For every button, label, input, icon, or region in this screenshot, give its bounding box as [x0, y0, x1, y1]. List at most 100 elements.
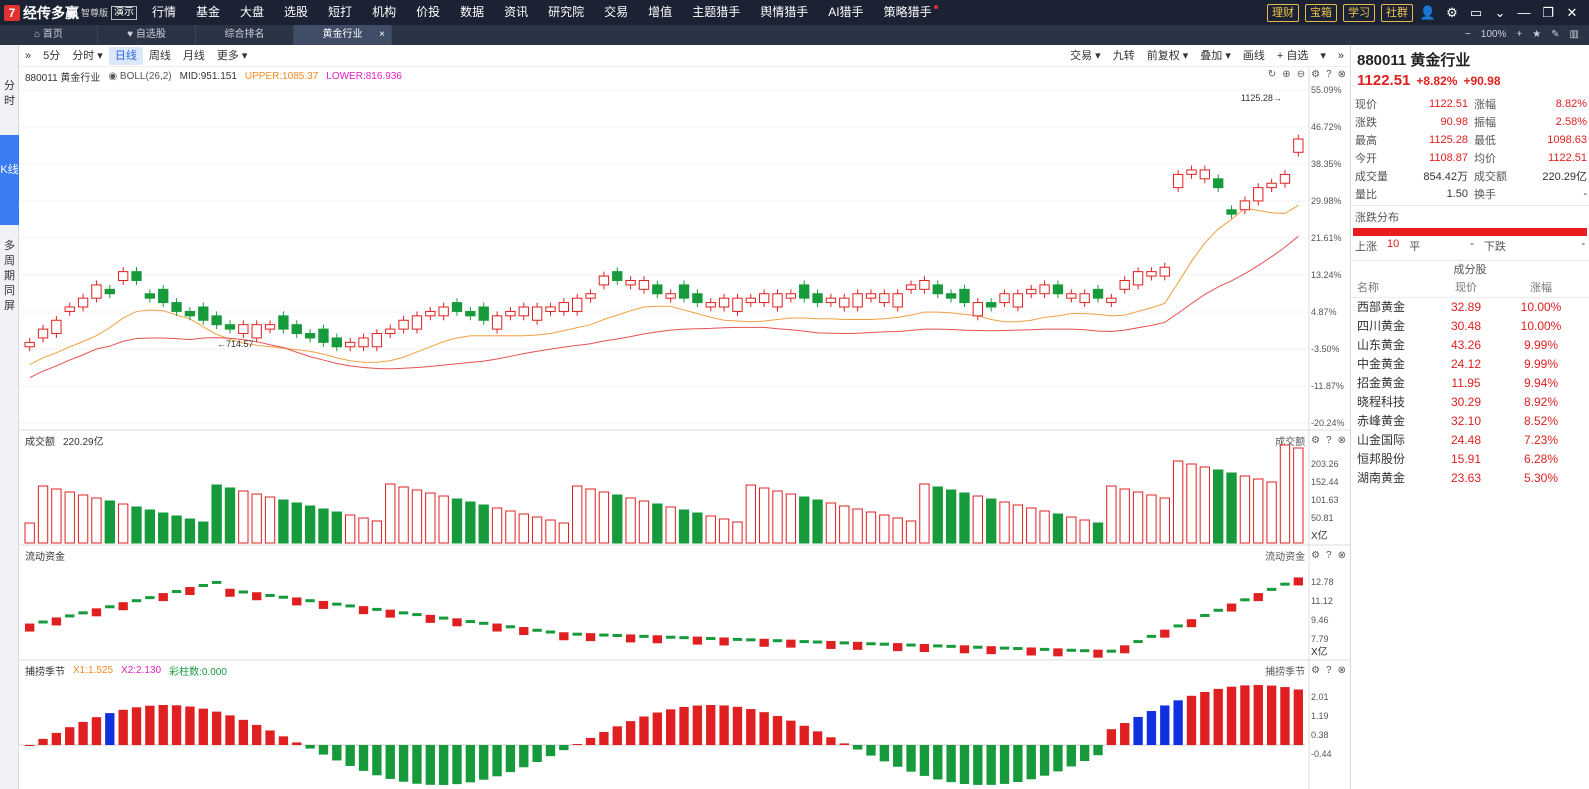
settings-icon[interactable]: ⚙ [1311, 550, 1321, 561]
cycle-bar [1200, 691, 1210, 745]
cycle-bar [505, 745, 516, 773]
constituent-row[interactable]: 恒邦股份 15.91 6.28% [1351, 450, 1589, 469]
cycle-bar [492, 745, 502, 777]
refresh-icon[interactable]: ↻ [1267, 69, 1277, 80]
window-layout-icon[interactable]: ▭ [1469, 4, 1483, 20]
period-button[interactable]: 月线 [182, 49, 205, 62]
settings-icon[interactable]: ⚙ [1311, 665, 1321, 676]
chart-tool-button[interactable]: 叠加 ▾ [1200, 49, 1231, 62]
chart-tool-button[interactable]: + 自选 [1276, 49, 1309, 62]
candle-body [892, 293, 903, 308]
period-button[interactable]: 周线 [148, 49, 171, 62]
settings-gear-icon[interactable]: ⚙ [1446, 4, 1458, 20]
cycle-tick-label: 2.01 [1311, 692, 1329, 702]
menu-item[interactable]: 基金 [196, 5, 221, 19]
period-button[interactable]: 分时 ▾ [72, 49, 103, 62]
learn-button[interactable]: 学习 [1343, 3, 1375, 22]
menu-item[interactable]: 舆情猎手 [760, 5, 809, 19]
pencil-icon[interactable]: ✎ [1551, 29, 1560, 40]
help-icon[interactable]: ? [1326, 69, 1332, 80]
left-tab-timeshare[interactable]: 分时 [0, 75, 19, 115]
settings-icon[interactable]: ⚙ [1311, 435, 1321, 446]
flow-bar [25, 623, 35, 632]
help-icon[interactable]: ? [1326, 550, 1332, 561]
menu-item[interactable]: 大盘 [240, 5, 265, 19]
menu-item[interactable]: 研究院 [548, 5, 585, 19]
zoom-out-chart-icon[interactable]: ⊖ [1296, 69, 1306, 80]
col-price[interactable]: 现价 [1455, 282, 1477, 294]
close-panel-icon[interactable]: ⊗ [1337, 550, 1346, 561]
menu-item[interactable]: 机构 [372, 5, 397, 19]
col-name[interactable]: 名称 [1357, 282, 1379, 294]
help-icon[interactable]: ? [1326, 435, 1332, 446]
menu-item[interactable]: 主题猎手 [692, 5, 741, 19]
flow-controls: 流动资金 ⚙? ⊗ [1265, 548, 1346, 563]
zoom-out-icon[interactable]: − [1464, 29, 1471, 40]
tab-watchlist[interactable]: ♥ 自选股 [98, 25, 196, 45]
minimize-icon[interactable]: — [1517, 5, 1531, 20]
chart-tool-button[interactable]: 九转 [1112, 49, 1135, 62]
chart-tool-button[interactable]: 前复权 ▾ [1146, 49, 1189, 62]
constituent-name: 中金黄金 [1357, 357, 1406, 371]
collapse-icon[interactable]: ⌄ [1494, 4, 1506, 20]
cycle-bar [719, 705, 729, 745]
menu-item[interactable]: 增值 [648, 5, 673, 19]
settings-icon[interactable]: ⚙ [1311, 69, 1321, 80]
tab-ranking[interactable]: 综合排名 [196, 25, 294, 45]
left-tab-multi-period[interactable]: 多周期同屏 [0, 235, 19, 315]
expand-right-icon[interactable]: » [1337, 49, 1344, 62]
chart-tool-button[interactable]: ▾ [1320, 49, 1326, 62]
menu-item[interactable]: 资讯 [504, 5, 529, 19]
left-tab-kline[interactable]: K线 [0, 135, 19, 225]
constituent-row[interactable]: 西部黄金 32.89 10.00% [1351, 298, 1589, 317]
chart-tool-button[interactable]: 画线 [1242, 49, 1265, 62]
constituent-row[interactable]: 湖南黄金 23.63 5.30% [1351, 469, 1589, 488]
close-panel-icon[interactable]: ⊗ [1337, 665, 1346, 676]
constituent-row[interactable]: 山东黄金 43.26 9.99% [1351, 336, 1589, 355]
volume-bar [1052, 513, 1064, 544]
finance-button[interactable]: 理财 [1267, 3, 1299, 22]
menu-item[interactable]: 选股 [284, 5, 309, 19]
menu-item[interactable]: 数据 [460, 5, 485, 19]
tab-home[interactable]: ⌂ 首页 [0, 25, 98, 45]
quote-label: 振幅 [1473, 117, 1496, 129]
close-panel-icon[interactable]: ⊗ [1337, 69, 1346, 80]
community-button[interactable]: 社群 [1381, 3, 1413, 22]
menu-item[interactable]: 策略猎手 [874, 0, 942, 25]
menu-item[interactable]: AI猎手 [828, 5, 864, 19]
user-icon[interactable]: 👤 [1419, 4, 1437, 20]
tab-close-icon[interactable]: × [379, 29, 385, 40]
tab-gold-industry[interactable]: 黄金行业 × [294, 25, 392, 45]
period-button[interactable]: 更多 ▾ [216, 49, 248, 62]
constituent-row[interactable]: 中金黄金 24.12 9.99% [1351, 355, 1589, 374]
volume-bar [171, 515, 182, 544]
close-panel-icon[interactable]: ⊗ [1337, 435, 1346, 446]
flow-bar [1133, 640, 1143, 644]
constituent-row[interactable]: 晓程科技 30.29 8.92% [1351, 393, 1589, 412]
menu-item[interactable]: 价投 [416, 5, 441, 19]
zoom-in-chart-icon[interactable]: ⊕ [1282, 69, 1291, 80]
constituent-row[interactable]: 四川黄金 30.48 10.00% [1351, 317, 1589, 336]
app-logo[interactable]: 7 经传多赢 智尊版 演示 [0, 0, 142, 25]
zoom-in-icon[interactable]: + [1516, 29, 1523, 40]
col-change[interactable]: 涨幅 [1530, 282, 1552, 294]
constituent-row[interactable]: 赤峰黄金 32.10 8.52% [1351, 412, 1589, 431]
menu-item[interactable]: 行情 [152, 5, 177, 19]
treasure-box-button[interactable]: 宝箱 [1305, 3, 1337, 22]
constituent-row[interactable]: 山金国际 24.48 7.23% [1351, 431, 1589, 450]
help-icon[interactable]: ? [1326, 665, 1332, 676]
chart-tool-button[interactable]: 交易 ▾ [1070, 49, 1101, 62]
period-button[interactable]: 日线 [108, 46, 143, 65]
star-icon[interactable]: ★ [1532, 29, 1542, 40]
menu-item[interactable]: 交易 [604, 5, 629, 19]
restore-icon[interactable]: ❐ [1542, 4, 1554, 20]
period-button[interactable]: 5分 [43, 49, 61, 62]
layout-icon[interactable]: ▥ [1569, 29, 1579, 40]
constituent-row[interactable]: 招金黄金 11.95 9.94% [1351, 374, 1589, 393]
volume-bar [37, 485, 49, 544]
indicator-select[interactable]: ◉ BOLL(26,2) [108, 71, 172, 82]
close-icon[interactable]: ✕ [1566, 4, 1578, 20]
menu-item[interactable]: 短打 [328, 5, 353, 19]
volume-bar [625, 497, 636, 544]
expand-left-icon[interactable]: » [25, 49, 32, 62]
